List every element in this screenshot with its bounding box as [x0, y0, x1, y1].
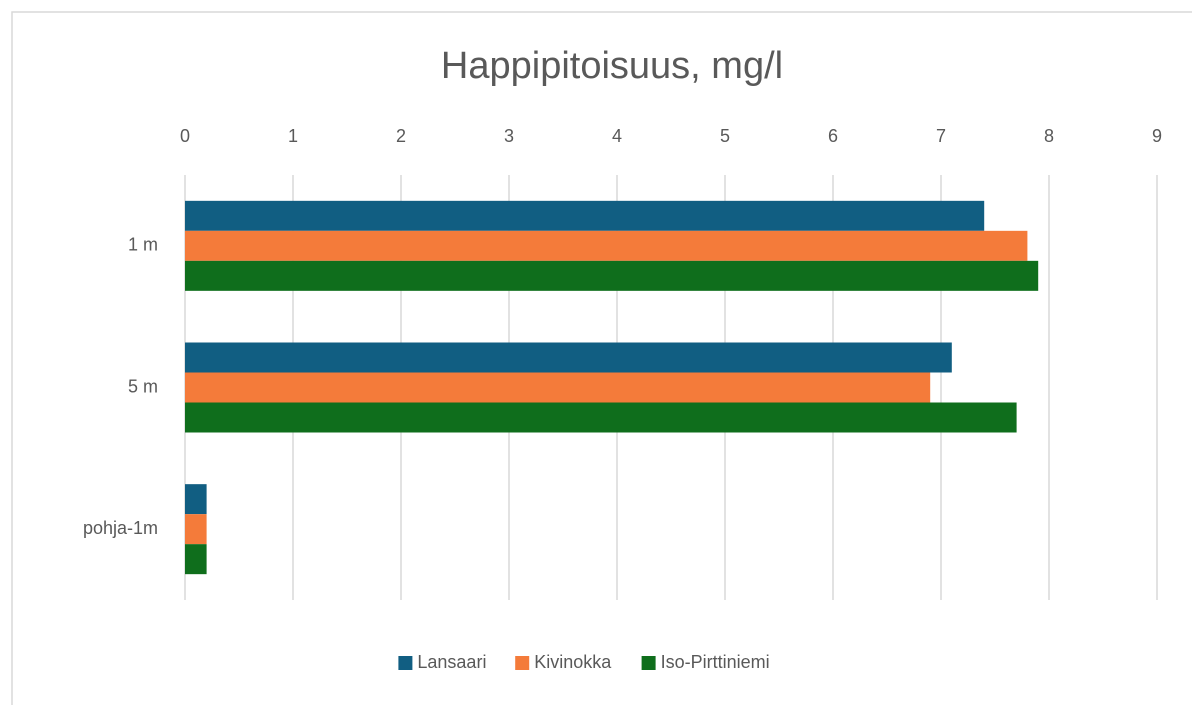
chart-title: Happipitoisuus, mg/l: [441, 45, 783, 87]
bar: [185, 372, 931, 403]
y-tick-label: 5 m: [128, 376, 158, 396]
x-tick-label: 7: [936, 126, 946, 146]
y-tick-label: 1 m: [128, 235, 158, 255]
legend-label: Lansaari: [417, 652, 486, 672]
bar: [185, 402, 1017, 433]
bar: [185, 514, 207, 545]
bar: [185, 342, 952, 373]
y-tick-label: pohja-1m: [83, 518, 158, 538]
bar: [185, 200, 985, 231]
x-tick-label: 6: [828, 126, 838, 146]
x-tick-label: 2: [396, 126, 406, 146]
legend-swatch: [641, 656, 656, 670]
bar: [185, 230, 1028, 261]
x-tick-label: 3: [504, 126, 514, 146]
legend-swatch: [515, 656, 530, 670]
x-tick-label: 9: [1152, 126, 1162, 146]
chart-frame: [11, 11, 1192, 705]
legend-label: Kivinokka: [534, 652, 612, 672]
legend-swatch: [398, 656, 413, 670]
bar: [185, 260, 1039, 291]
bar: [185, 544, 207, 575]
x-tick-label: 1: [288, 126, 298, 146]
x-tick-label: 4: [612, 126, 622, 146]
bar: [185, 484, 207, 515]
x-tick-label: 8: [1044, 126, 1054, 146]
x-tick-label: 0: [180, 126, 190, 146]
x-tick-label: 5: [720, 126, 730, 146]
legend-label: Iso-Pirttiniemi: [661, 652, 770, 672]
